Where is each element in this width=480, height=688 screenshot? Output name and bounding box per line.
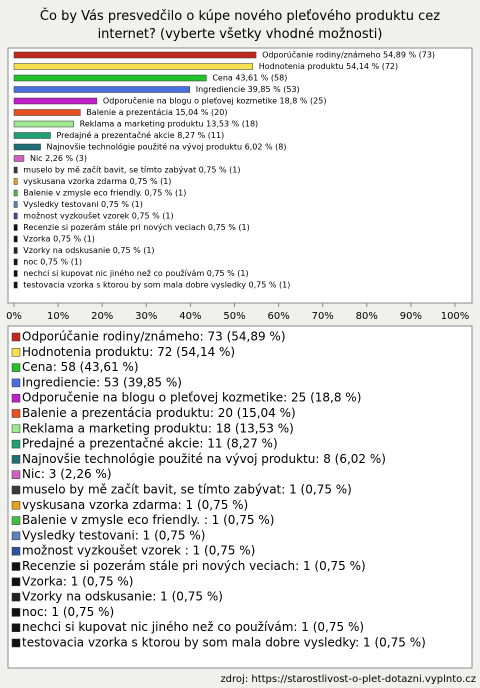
legend-label: Najnovšie technológie použité na vývoj p… (22, 452, 386, 466)
bar (13, 97, 98, 105)
bar (13, 189, 18, 197)
legend-swatch (11, 455, 21, 464)
x-tick-label: 100% (441, 311, 470, 322)
value-label: Recenzie si pozerám stále pri nových vec… (23, 223, 249, 232)
value-label: Vzorky na odskusanie 0,75 % (1) (23, 246, 154, 255)
legend-label: Vzorka: 1 (0,75 %) (22, 574, 133, 588)
legend-swatch (11, 393, 21, 403)
bar (13, 178, 18, 185)
bar (13, 120, 74, 128)
value-label: Ingrediencie 39,85 % (53) (196, 85, 300, 94)
legend-label: vyskusana vzorka zdarma: 1 (0,75 %) (22, 498, 248, 512)
legend-label: noc: 1 (0,75 %) (22, 605, 114, 619)
legend-label: možnost vyzkoušet vzorek : 1 (0,75 %) (22, 544, 255, 558)
legend-swatch (11, 592, 21, 602)
bar (13, 74, 207, 82)
legend-swatch (11, 439, 21, 449)
bar (13, 109, 81, 116)
legend-label: muselo by mě začít bavit, se tímto zabýv… (22, 483, 352, 497)
bar (13, 235, 18, 243)
legend-swatch (11, 531, 21, 541)
legend-swatch (11, 363, 21, 372)
legend-label: Vzorky na odskusanie: 1 (0,75 %) (22, 590, 223, 604)
legend-swatch (11, 608, 21, 617)
value-label: Reklama a marketing produktu 13,53 % (18… (80, 120, 259, 129)
bar (13, 258, 18, 266)
legend-swatch (11, 409, 21, 418)
legend-label: Balenie v zmysle eco friendly. : 1 (0,75… (22, 513, 274, 527)
value-label: Cena 43,61 % (58) (212, 74, 287, 83)
legend-label: Hodnotenia produktu: 72 (54,14 %) (22, 345, 235, 359)
legend-swatch (11, 424, 21, 434)
bar (13, 143, 41, 151)
legend-swatch (11, 638, 21, 648)
x-tick-label: 60% (267, 311, 289, 322)
value-label: Vysledky testovani 0,75 % (1) (23, 200, 143, 209)
legend-swatch (11, 516, 21, 525)
bar (13, 63, 254, 70)
legend-label: Recenzie si pozerám stále pri nových vec… (22, 559, 366, 573)
x-tick-label: 30% (135, 311, 157, 322)
value-label: noc 0,75 % (1) (23, 258, 82, 267)
value-label: Odporučenie na blogu o pleťovej kozmetik… (103, 96, 327, 106)
legend-swatch (11, 378, 21, 388)
bar (13, 51, 257, 59)
bar (13, 155, 25, 162)
bar (13, 281, 18, 289)
legend-label: Odporúčanie rodiny/známeho: 73 (54,89 %) (22, 330, 286, 344)
legend-label: Ingrediencie: 53 (39,85 %) (22, 375, 182, 389)
value-label: Hodnotenia produktu 54,14 % (72) (259, 62, 398, 71)
value-label: možnost vyzkoušet vzorek 0,75 % (1) (23, 211, 173, 221)
legend-label: Reklama a marketing produktu: 18 (13,53 … (22, 421, 294, 435)
legend-label: Predajné a prezentačné akcie: 11 (8,27 %… (22, 437, 278, 451)
x-tick-label: 0% (6, 311, 22, 322)
value-label: Balenie v zmysle eco friendly. 0,75 % (1… (23, 189, 186, 198)
legend-swatch (11, 546, 21, 556)
chart-title: Čo by Vás presvedčilo o kúpe nového pleť… (40, 8, 440, 42)
x-tick-label: 90% (400, 311, 422, 322)
x-tick-label: 80% (356, 311, 378, 322)
value-label: muselo by mě začít bavit, se tímto zabýv… (23, 165, 240, 175)
value-label: vyskusana vzorka zdarma 0,75 % (1) (23, 177, 171, 186)
legend-swatch (11, 348, 21, 357)
bar (13, 270, 18, 277)
legend-label: testovacia vzorka s ktorou by som mala d… (22, 636, 426, 650)
legend-frame (7, 325, 473, 669)
legend-swatch (11, 577, 21, 587)
legend-label: nechci si kupovat nic jiného než co použ… (22, 620, 364, 634)
value-label: testovacia vzorka s ktorou by som mala d… (23, 281, 290, 290)
x-tick-label: 40% (179, 311, 201, 322)
legend-label: Odporučenie na blogu o pleťovej kozmetik… (22, 391, 361, 405)
legend-swatch (11, 332, 21, 342)
value-label: Nic 2,26 % (3) (30, 154, 87, 163)
bar (13, 86, 190, 93)
legend-swatch (11, 501, 21, 510)
value-label: Vzorka 0,75 % (1) (23, 235, 95, 244)
value-label: nechci si kupovat nic jiného než co použ… (23, 268, 248, 278)
legend-swatch (11, 562, 21, 571)
x-tick-label: 70% (312, 311, 334, 322)
legend-label: Balenie a prezentácia produktu: 20 (15,0… (22, 406, 296, 420)
x-tick-label: 20% (91, 311, 113, 322)
bar (13, 224, 18, 231)
value-label: Balenie a prezentácia 15,04 % (20) (86, 108, 227, 117)
value-label: Predajné a prezentačné akcie 8,27 % (11) (56, 130, 224, 140)
legend-label: Vysledky testovani: 1 (0,75 %) (22, 528, 205, 542)
bar (13, 166, 18, 174)
bar (13, 201, 18, 208)
legend-swatch (11, 485, 21, 495)
x-tick-label: 10% (47, 311, 69, 322)
legend-swatch (11, 470, 21, 479)
legend-swatch (11, 623, 21, 632)
x-tick-label: 50% (223, 311, 245, 322)
value-label: Odporúčanie rodiny/známeho 54,89 % (73) (262, 50, 435, 60)
bar (13, 212, 18, 220)
legend-label: Cena: 58 (43,61 %) (22, 360, 139, 374)
bar (13, 132, 51, 139)
legend-label: Nic: 3 (2,26 %) (22, 467, 112, 481)
value-label: Najnovšie technológie použité na vývoj p… (47, 142, 287, 152)
source: zdroj: https://starostlivost-o-plet-dota… (220, 674, 476, 685)
bar (13, 247, 18, 254)
